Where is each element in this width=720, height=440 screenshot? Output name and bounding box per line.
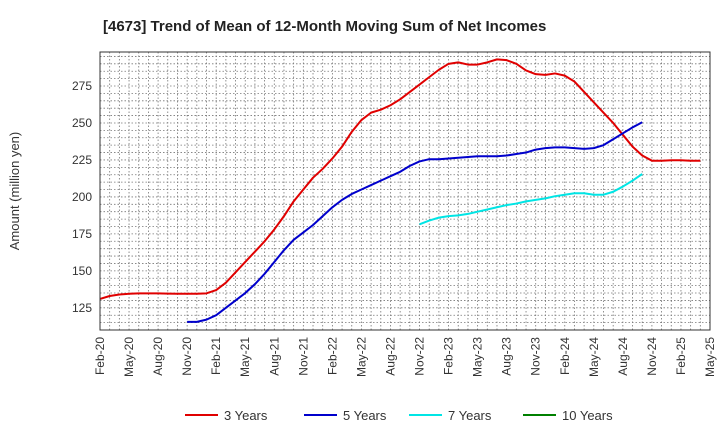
legend-label: 3 Years <box>224 408 268 423</box>
x-tick-label: Aug-20 <box>151 337 165 376</box>
plot-area <box>100 52 710 330</box>
x-tick-label: Nov-21 <box>296 337 310 376</box>
x-tick-label: Feb-25 <box>674 337 688 375</box>
legend: 3 Years 5 Years 7 Years 10 Years <box>185 408 613 423</box>
series-group <box>99 58 701 323</box>
plot-border <box>99 51 711 331</box>
x-tick-label: Nov-24 <box>645 337 659 376</box>
grid <box>100 52 710 330</box>
series-line-3-years <box>99 58 701 300</box>
x-tick-label: Feb-24 <box>558 337 572 375</box>
x-tick-label: Aug-23 <box>500 337 514 376</box>
x-tick-label: May-22 <box>354 337 368 377</box>
x-tick-label: Nov-22 <box>413 337 427 376</box>
y-tick-label: 200 <box>72 190 92 204</box>
legend-label: 10 Years <box>562 408 613 423</box>
x-tick-label: May-24 <box>587 337 601 377</box>
x-axis-ticks: Feb-20 May-20 Aug-20 Nov-20 Feb-21 May-21 Aug-… <box>93 337 717 377</box>
x-tick-label: Feb-21 <box>209 337 223 375</box>
y-tick-label: 275 <box>72 79 92 93</box>
x-tick-label: Feb-22 <box>325 337 339 375</box>
chart-title: [4673] Trend of Mean of 12-Month Moving … <box>103 18 546 35</box>
y-axis-ticks: 125 150 175 200 225 250 275 <box>72 79 92 315</box>
x-tick-label: Nov-23 <box>529 337 543 376</box>
y-tick-label: 125 <box>72 301 92 315</box>
x-tick-label: May-20 <box>122 337 136 377</box>
series-line-5-years <box>187 121 643 323</box>
x-tick-label: Aug-24 <box>616 337 630 376</box>
x-tick-label: Aug-21 <box>267 337 281 376</box>
x-tick-label: Nov-20 <box>180 337 194 376</box>
y-tick-label: 225 <box>72 153 92 167</box>
x-tick-label: May-23 <box>471 337 485 377</box>
y-tick-label: 250 <box>72 116 92 130</box>
legend-label: 5 Years <box>343 408 387 423</box>
legend-label: 7 Years <box>448 408 492 423</box>
x-tick-label: May-21 <box>238 337 252 377</box>
y-axis-label: Amount (million yen) <box>7 132 22 251</box>
series-line-7-years <box>419 173 643 226</box>
x-tick-label: May-25 <box>703 337 717 377</box>
x-tick-label: Feb-23 <box>442 337 456 375</box>
x-tick-label: Feb-20 <box>93 337 107 375</box>
x-tick-label: Aug-22 <box>383 337 397 376</box>
y-tick-label: 175 <box>72 227 92 241</box>
y-tick-label: 150 <box>72 264 92 278</box>
